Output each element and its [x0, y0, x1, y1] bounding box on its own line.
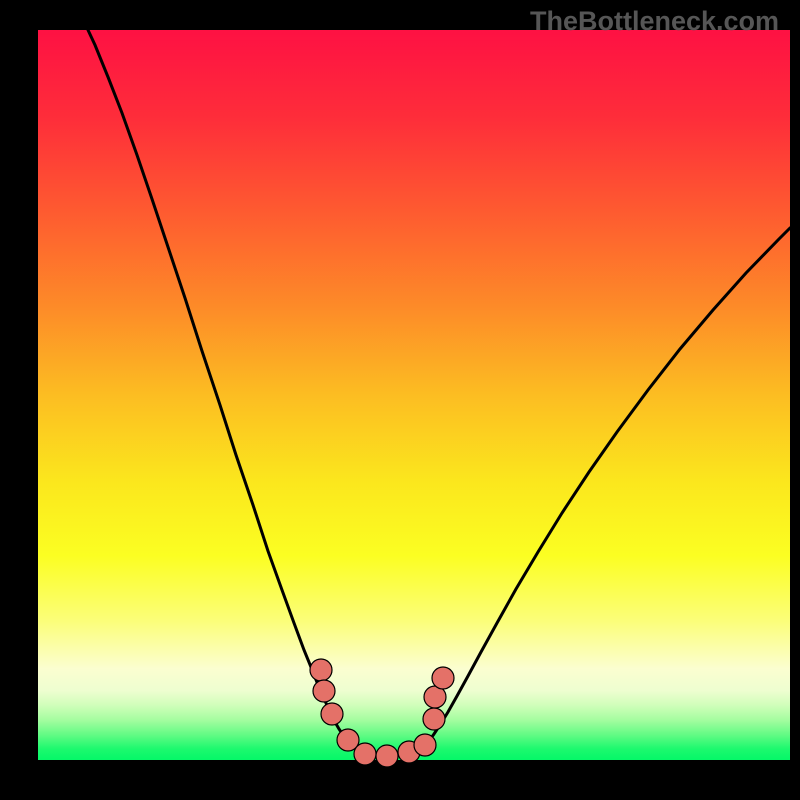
curve-marker	[310, 659, 332, 681]
curve-marker	[414, 734, 436, 756]
watermark-label: TheBottleneck.com	[530, 6, 779, 37]
curve-marker	[432, 667, 454, 689]
outer-frame: TheBottleneck.com	[0, 0, 800, 800]
bottleneck-curve	[0, 0, 800, 800]
curve-marker	[423, 708, 445, 730]
curve-marker	[376, 745, 398, 767]
curve-marker	[313, 680, 335, 702]
curve-marker	[354, 743, 376, 765]
curve-marker	[321, 703, 343, 725]
curve-path	[88, 30, 790, 756]
curve-markers	[310, 659, 454, 767]
